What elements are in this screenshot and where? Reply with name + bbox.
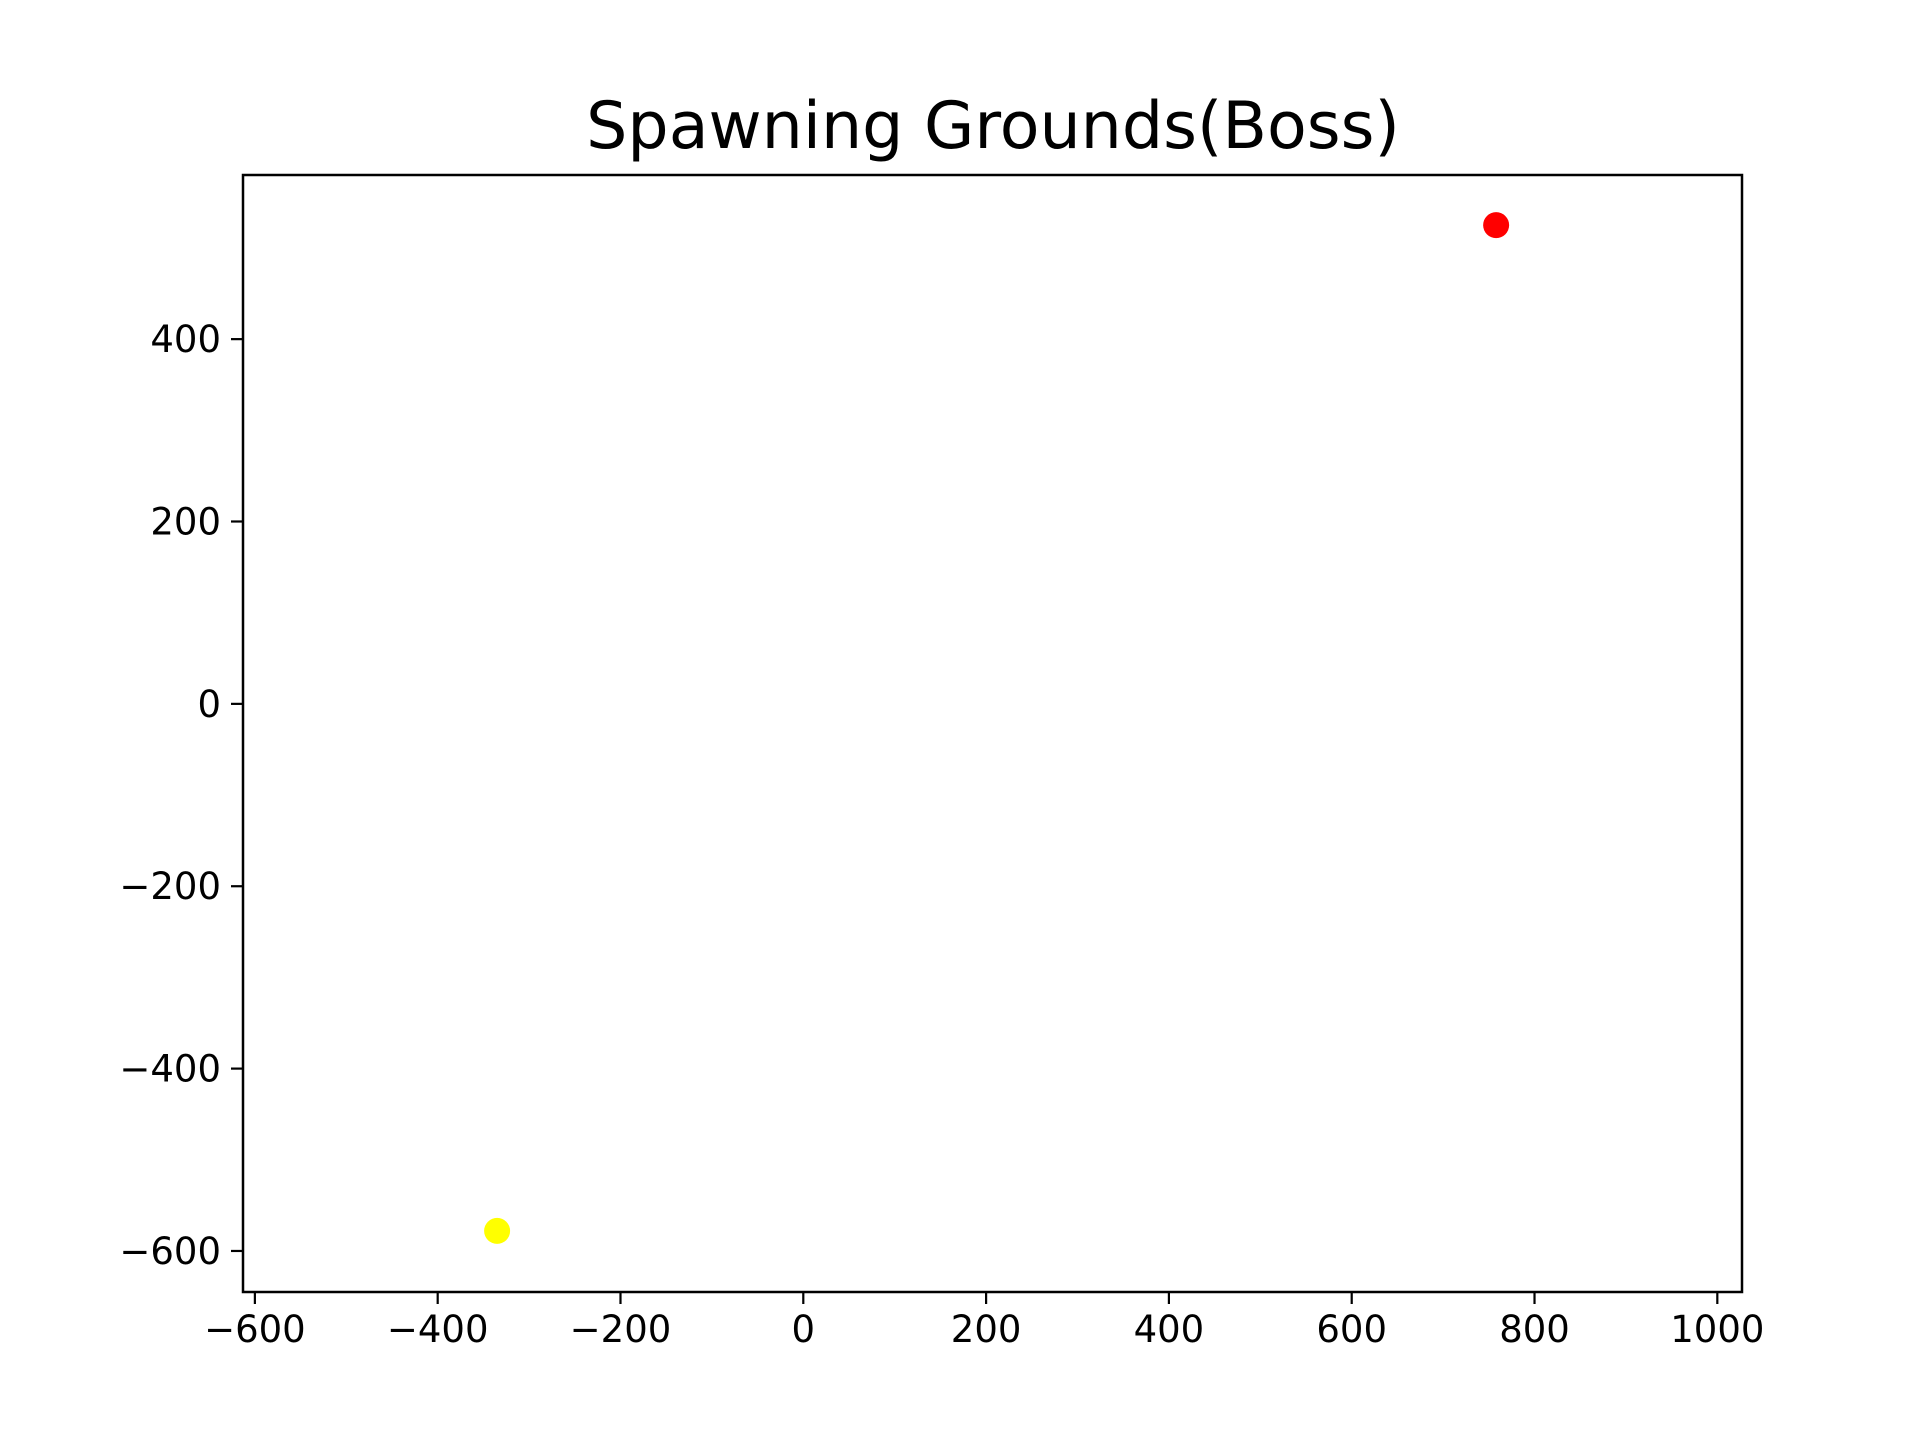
- y-tick-label: −600: [119, 1230, 221, 1273]
- x-axis: −600 −400 −200 0 200 400 600 800 1000: [204, 1292, 1764, 1351]
- plot-marks: [484, 212, 1510, 1244]
- y-tick-label: 200: [150, 500, 221, 543]
- x-tick-label: 600: [1316, 1308, 1387, 1351]
- x-tick-label: −400: [387, 1308, 489, 1351]
- y-axis: −600 −400 −200 0 200 400: [119, 318, 243, 1273]
- x-tick-label: 200: [951, 1308, 1022, 1351]
- chart-title: Spawning Grounds(Boss): [586, 89, 1400, 164]
- x-tick-label: −600: [204, 1308, 306, 1351]
- plot-frame: [241, 173, 1744, 1294]
- y-tick-label: −200: [119, 865, 221, 908]
- y-tick-label: 0: [197, 683, 221, 726]
- x-tick-label: −200: [570, 1308, 672, 1351]
- scatter-point: [1483, 212, 1510, 239]
- y-tick-label: 400: [150, 318, 221, 361]
- scatter-point: [484, 1217, 511, 1244]
- x-tick-label: 400: [1134, 1308, 1205, 1351]
- x-tick-label: 0: [792, 1308, 816, 1351]
- x-tick-label: 1000: [1670, 1308, 1764, 1351]
- y-tick-label: −400: [119, 1048, 221, 1091]
- x-tick-label: 800: [1499, 1308, 1570, 1351]
